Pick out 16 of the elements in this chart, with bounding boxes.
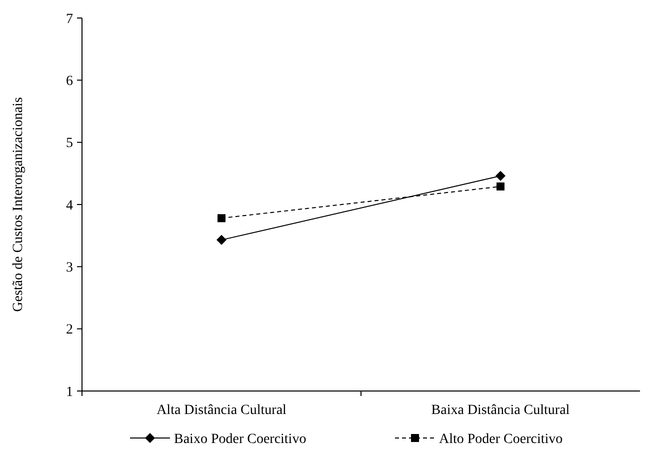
y-tick-label: 2: [66, 322, 73, 338]
legend-label: Baixo Poder Coercitivo: [174, 432, 306, 447]
y-tick-label: 6: [66, 74, 73, 90]
x-tick-label: Baixa Distância Cultural: [431, 403, 570, 418]
y-tick-label: 5: [66, 136, 73, 152]
x-tick-label: Alta Distância Cultural: [156, 403, 287, 418]
y-axis-title: Gestão de Custos Interorganizacionais: [11, 97, 26, 312]
y-tick-label: 4: [66, 198, 73, 214]
point: [216, 234, 226, 245]
legend-label: Alto Poder Coercitivo: [439, 432, 563, 447]
point: [218, 214, 226, 222]
y-tick-label: 3: [66, 260, 73, 276]
y-tick-label: 7: [66, 12, 73, 27]
point: [496, 170, 506, 181]
point: [496, 182, 504, 190]
y-tick-label: 1: [66, 384, 73, 400]
